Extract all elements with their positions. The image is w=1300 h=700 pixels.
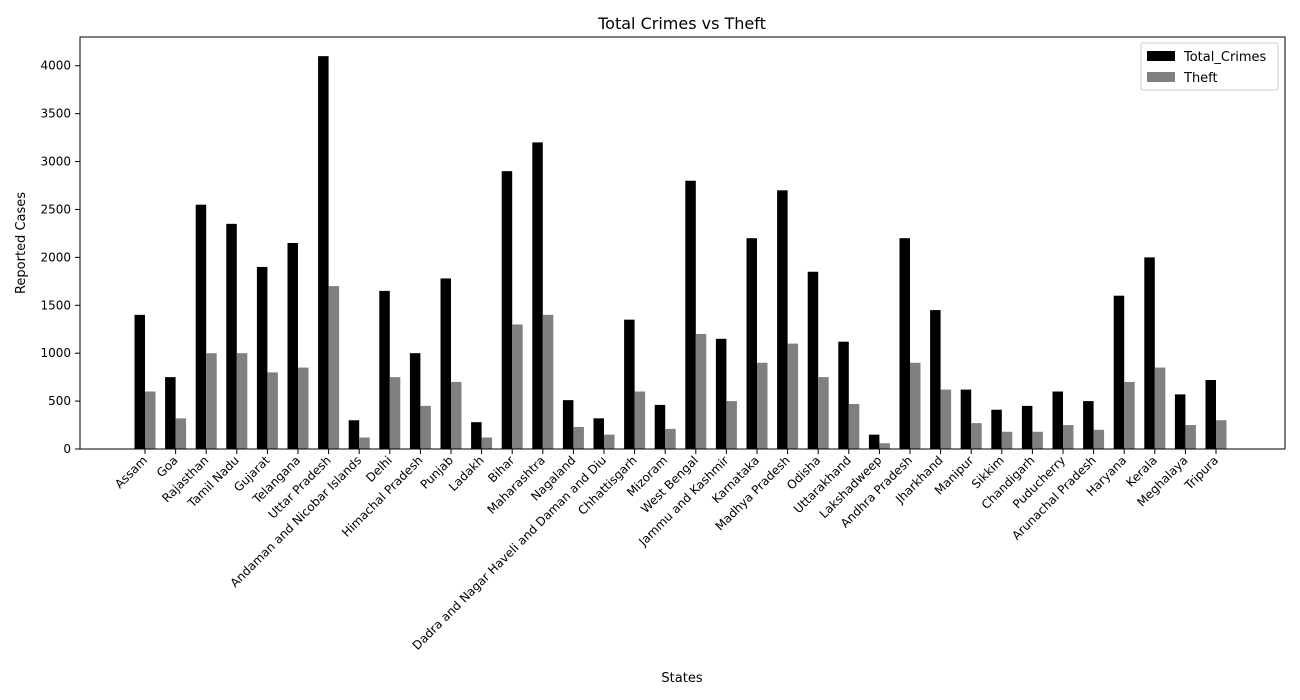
legend-label-total-crimes: Total_Crimes xyxy=(1183,50,1267,65)
bar-total-crimes-27 xyxy=(960,389,972,449)
bar-total-crimes-13 xyxy=(532,142,543,449)
bar-theft-5 xyxy=(298,367,309,449)
bar-total-crimes-34 xyxy=(1174,394,1186,449)
bar-total-crimes-7 xyxy=(348,420,360,449)
bar-theft-15 xyxy=(604,434,615,449)
bar-total-crimes-23 xyxy=(838,341,849,449)
bar-theft-2 xyxy=(206,353,217,449)
legend-label-theft: Theft xyxy=(1183,71,1218,86)
bar-total-crimes-20 xyxy=(746,238,757,449)
bar-total-crimes-4 xyxy=(256,266,268,449)
bar-total-crimes-25 xyxy=(899,238,910,449)
bar-theft-30 xyxy=(1063,425,1074,449)
x-tick-label-35: Tripura xyxy=(1181,453,1221,493)
bar-total-crimes-21 xyxy=(777,190,788,450)
legend-frame xyxy=(1140,42,1279,91)
y-axis: 0 500 1000 1500 2000 2500 3000 3500 4000 xyxy=(40,59,80,456)
bar-theft-27 xyxy=(971,423,982,449)
bar-total-crimes-5 xyxy=(287,243,298,449)
bar-theft-9 xyxy=(420,405,431,449)
bar-total-crimes-18 xyxy=(685,180,696,449)
bar-total-crimes-3 xyxy=(226,223,237,449)
bar-theft-12 xyxy=(512,324,523,449)
bar-theft-35 xyxy=(1216,420,1227,449)
legend: Total_Crimes Theft xyxy=(1140,42,1279,91)
bars-group xyxy=(134,56,1227,450)
y-axis-label: Reported Cases xyxy=(14,192,29,294)
bar-total-crimes-12 xyxy=(501,171,513,450)
bar-total-crimes-14 xyxy=(562,400,574,449)
bar-theft-13 xyxy=(542,314,554,449)
bar-theft-25 xyxy=(910,362,921,449)
y-tick-label-2: 1000 xyxy=(40,346,71,360)
bar-theft-4 xyxy=(267,372,278,449)
bar-theft-29 xyxy=(1032,431,1043,449)
y-tick-label-4: 2000 xyxy=(40,250,71,264)
bar-theft-31 xyxy=(1093,429,1105,449)
bar-total-crimes-15 xyxy=(593,418,604,449)
bar-total-crimes-29 xyxy=(1021,405,1033,449)
y-tick-label-3: 1500 xyxy=(40,298,71,312)
bar-total-crimes-28 xyxy=(991,409,1002,449)
bar-theft-16 xyxy=(634,391,646,449)
bar-total-crimes-9 xyxy=(409,353,421,449)
bar-total-crimes-32 xyxy=(1113,295,1125,449)
bar-total-crimes-26 xyxy=(930,310,941,449)
bar-total-crimes-16 xyxy=(624,319,635,449)
bar-theft-22 xyxy=(818,377,829,449)
y-tick-label-7: 3500 xyxy=(40,107,71,121)
bar-theft-33 xyxy=(1154,367,1166,449)
bar-theft-32 xyxy=(1124,381,1135,449)
bar-theft-34 xyxy=(1185,425,1196,449)
bar-total-crimes-6 xyxy=(318,56,329,450)
y-tick-label-1: 500 xyxy=(48,394,71,408)
bar-total-crimes-11 xyxy=(471,422,482,449)
bar-total-crimes-24 xyxy=(868,434,880,449)
bar-theft-1 xyxy=(175,418,187,449)
bar-total-crimes-35 xyxy=(1205,380,1216,449)
bar-total-crimes-22 xyxy=(807,271,819,449)
legend-swatch-total-crimes xyxy=(1147,51,1175,61)
bar-theft-8 xyxy=(389,377,401,449)
bar-theft-18 xyxy=(695,334,707,449)
bar-theft-6 xyxy=(328,286,340,449)
bar-theft-11 xyxy=(481,437,493,449)
bar-total-crimes-33 xyxy=(1144,257,1155,449)
bar-theft-0 xyxy=(145,391,156,449)
bar-theft-3 xyxy=(236,353,248,449)
x-axis-label: States xyxy=(661,671,702,686)
bar-theft-23 xyxy=(848,403,860,449)
y-tick-label-0: 0 xyxy=(63,442,71,456)
plot-frame xyxy=(79,36,1286,450)
bar-theft-26 xyxy=(940,389,952,449)
bar-theft-24 xyxy=(879,443,890,449)
bar-theft-10 xyxy=(451,381,462,449)
bar-total-crimes-30 xyxy=(1052,391,1063,449)
bar-total-crimes-31 xyxy=(1083,401,1094,449)
bar-total-crimes-2 xyxy=(195,204,207,449)
legend-swatch-theft xyxy=(1147,72,1175,82)
chart-title: Total Crimes vs Theft xyxy=(597,14,766,33)
bar-total-crimes-1 xyxy=(165,377,176,449)
bar-theft-7 xyxy=(359,437,370,449)
y-tick-label-8: 4000 xyxy=(40,59,71,73)
y-tick-label-5: 2500 xyxy=(40,202,71,216)
bar-theft-14 xyxy=(573,426,584,449)
bar-theft-20 xyxy=(757,362,768,449)
bar-total-crimes-17 xyxy=(654,404,666,449)
bar-theft-28 xyxy=(1001,431,1013,449)
bar-total-crimes-19 xyxy=(715,338,727,449)
bar-total-crimes-8 xyxy=(379,290,390,449)
bar-theft-21 xyxy=(787,343,799,449)
bar-total-crimes-0 xyxy=(134,314,145,449)
x-tick-label-1: Goa xyxy=(154,453,181,480)
bar-total-crimes-10 xyxy=(440,278,451,449)
bar-theft-19 xyxy=(726,401,737,449)
y-tick-label-6: 3000 xyxy=(40,155,71,169)
x-tick-label-0: Assam xyxy=(112,453,150,491)
bar-theft-17 xyxy=(665,428,676,449)
